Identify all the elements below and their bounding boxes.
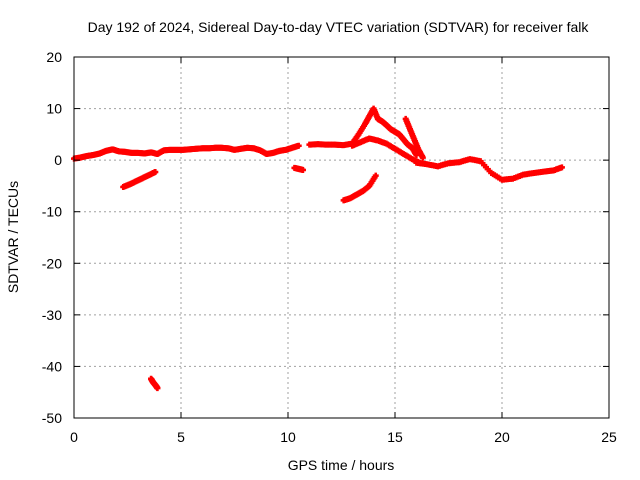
x-axis-title: GPS time / hours	[288, 457, 395, 473]
y-tick-label: 10	[46, 101, 62, 117]
series-short-segment-10	[291, 164, 306, 173]
plot-frame	[73, 56, 610, 419]
x-tick-labels: 0 5 10 15 20 25	[70, 429, 617, 445]
data-point	[152, 169, 159, 176]
gridlines	[74, 57, 609, 418]
data-point	[299, 166, 306, 173]
x-tick-label: 20	[494, 429, 510, 445]
x-tick-label: 15	[387, 429, 403, 445]
x-tick-label: 5	[177, 429, 185, 445]
series-rising-arc-13	[340, 172, 379, 204]
data-point	[295, 142, 302, 149]
series-outlier-3.7	[148, 375, 161, 392]
axis-ticks	[73, 56, 610, 419]
y-tick-label: -20	[42, 255, 62, 271]
y-tick-label: 20	[46, 49, 62, 65]
y-tick-label: -40	[42, 358, 62, 374]
series-storm-lower-branch	[349, 135, 424, 167]
y-tick-label: -30	[42, 307, 62, 323]
series-low-arc	[120, 169, 159, 190]
chart-title: Day 192 of 2024, Sidereal Day-to-day VTE…	[88, 19, 590, 35]
x-tick-label: 25	[601, 429, 617, 445]
x-tick-label: 0	[70, 429, 78, 445]
y-tick-label: -10	[42, 204, 62, 220]
series-late-track	[413, 156, 565, 183]
data-point	[372, 172, 379, 179]
series-spike-near-16	[402, 115, 426, 161]
data-point	[558, 164, 565, 171]
y-tick-label: 0	[54, 152, 62, 168]
data-points	[71, 105, 565, 392]
y-tick-labels: -50 -40 -30 -20 -10 0 10 20	[42, 49, 62, 426]
data-point	[419, 154, 426, 161]
x-tick-label: 10	[280, 429, 296, 445]
data-point	[154, 385, 161, 392]
y-axis-title: SDTVAR / TECUs	[5, 181, 21, 293]
series-main-track	[71, 142, 302, 162]
y-tick-label: -50	[42, 410, 62, 426]
